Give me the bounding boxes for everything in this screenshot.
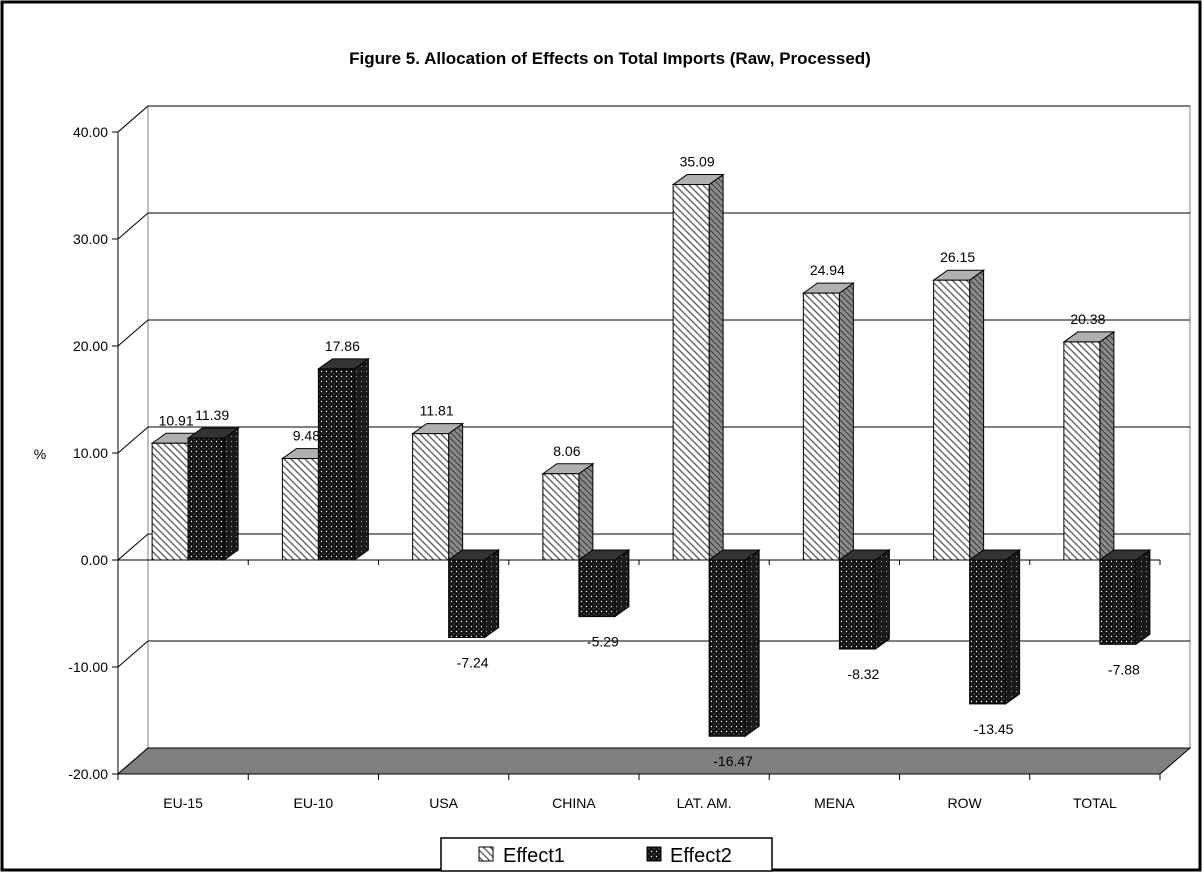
bar-side <box>874 549 890 650</box>
y-tick-label: -10.00 <box>68 659 108 675</box>
x-tick-label: USA <box>429 795 458 811</box>
legend-box <box>440 837 773 872</box>
bar-effect1 <box>932 269 986 561</box>
y-axis: 40.00 30.00 20.00 10.00 0.00 -10.00 -20.00 <box>68 124 118 782</box>
bar-front <box>151 442 189 561</box>
x-tick-label: EU-10 <box>294 795 334 811</box>
legend-swatch-effect1 <box>478 846 494 862</box>
y-tick-label: 40.00 <box>73 124 108 140</box>
bar-effect1 <box>801 282 855 561</box>
data-label-effect1: 10.91 <box>159 412 194 428</box>
data-label-effect2: 11.39 <box>195 407 229 423</box>
gridline-side <box>117 105 149 133</box>
chart-title: Figure 5. Allocation of Effects on Total… <box>349 49 871 68</box>
bar-front <box>578 559 616 618</box>
data-label-effect1: 26.15 <box>940 249 975 265</box>
data-label-effect1: 20.38 <box>1070 311 1105 327</box>
data-label-effect2: -7.88 <box>1108 661 1140 677</box>
bars-group <box>150 173 1152 738</box>
y-tick-label: 20.00 <box>73 338 108 354</box>
gridline-side <box>117 533 149 561</box>
bar-front <box>708 559 746 737</box>
legend-label-effect1: Effect1 <box>503 845 565 867</box>
legend-swatch-effect2 <box>646 846 662 862</box>
gridline-side <box>117 212 149 240</box>
bar-side <box>1099 330 1115 561</box>
y-tick-label: 10.00 <box>73 445 108 461</box>
x-tick-label: CHINA <box>552 795 596 811</box>
gridline-side <box>117 640 149 668</box>
data-label-effect1: 24.94 <box>810 262 845 278</box>
bar-effect2 <box>447 549 501 639</box>
bar-effect1 <box>1062 330 1116 561</box>
bar-front <box>1063 341 1101 561</box>
bar-front <box>933 279 971 561</box>
bar-side <box>1135 549 1151 646</box>
x-axis: EU-15 EU-10 USA CHINA LAT. AM. MENA ROW TOTAL <box>163 795 1117 811</box>
bar-effect2 <box>707 549 761 738</box>
bar-front <box>1099 559 1137 645</box>
x-tick-label: EU-15 <box>163 795 203 811</box>
data-label-effect2: -7.24 <box>457 654 489 670</box>
bar-front <box>317 368 355 561</box>
bar-side <box>614 549 630 618</box>
bar-effect2 <box>968 549 1022 705</box>
bar-effect2 <box>316 357 370 561</box>
bar-front <box>448 559 486 638</box>
bar-effect1 <box>411 422 465 561</box>
bar-front <box>542 473 580 561</box>
chart-floor <box>116 747 1192 775</box>
data-label-effect1: 11.81 <box>420 403 454 419</box>
data-label-effect2: 17.86 <box>325 338 360 354</box>
bar-side <box>838 282 854 561</box>
bar-effect2 <box>837 549 891 650</box>
legend: Effect1 Effect2 <box>440 837 773 872</box>
bar-side <box>223 427 239 561</box>
bar-side <box>484 549 500 639</box>
y-tick-label: 30.00 <box>73 231 108 247</box>
bar-effect2 <box>577 549 631 618</box>
data-label-effect2: -16.47 <box>713 753 753 769</box>
bar-front <box>672 184 710 561</box>
bar-side <box>969 269 985 561</box>
x-tick-label: LAT. AM. <box>677 795 732 811</box>
data-label-effect1: 9.48 <box>293 428 320 444</box>
gridline-side <box>117 319 149 347</box>
bar-effect1 <box>671 173 725 561</box>
bar-side <box>353 357 369 561</box>
y-tick-label: -20.00 <box>68 766 108 782</box>
bar-front <box>281 458 319 561</box>
data-label-effect2: -5.29 <box>587 634 619 650</box>
x-tick-label: ROW <box>948 795 983 811</box>
bar-front <box>838 559 876 650</box>
gridline-side <box>117 426 149 454</box>
bar-side <box>448 422 464 561</box>
data-label-effect1: 8.06 <box>553 443 580 459</box>
bar-front <box>802 292 840 561</box>
bar-side <box>1005 549 1021 705</box>
bar-effect1 <box>541 462 595 561</box>
bar-effect2 <box>1098 549 1152 646</box>
data-label-effect1: 35.09 <box>680 154 715 170</box>
x-tick-label: MENA <box>814 795 855 811</box>
data-label-effect2: -13.45 <box>974 721 1014 737</box>
bar-side <box>708 173 724 561</box>
data-label-effect2: -8.32 <box>847 666 879 682</box>
y-axis-label: % <box>34 446 46 462</box>
x-tick-label: TOTAL <box>1073 795 1117 811</box>
bar-side <box>578 462 594 561</box>
plot-area <box>116 104 1192 780</box>
y-tick-label: 0.00 <box>81 552 108 568</box>
bar-front <box>412 433 450 561</box>
data-labels-group: 10.91 11.39 9.48 17.86 11.81 -7.24 8.06 -5.29 35… <box>159 154 1140 770</box>
legend-label-effect2: Effect2 <box>670 845 732 867</box>
bar-front <box>969 559 1007 705</box>
bar-front <box>187 437 225 561</box>
bar-effect2 <box>186 427 240 561</box>
bar-side <box>744 549 760 738</box>
